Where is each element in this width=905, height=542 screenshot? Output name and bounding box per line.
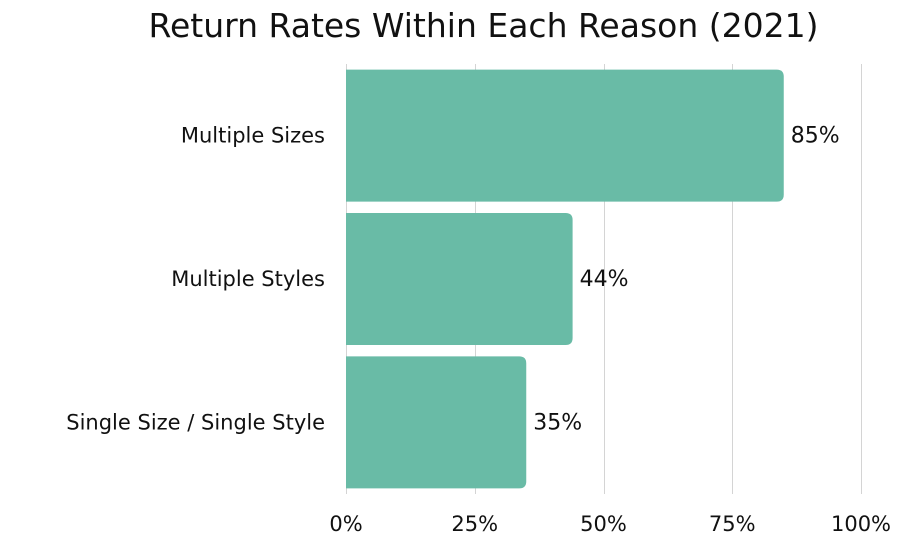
data-label: 85%: [791, 124, 840, 149]
labels: 0% 25% 50% 75% 100% Multiple Sizes 85% Multiple…: [66, 124, 891, 536]
x-tick-label: 100%: [831, 512, 891, 536]
bar: [346, 69, 784, 202]
x-tick-label: 25%: [451, 512, 498, 536]
category-label: Single Size / Single Style: [66, 410, 325, 434]
chart-title: Return Rates Within Each Reason (2021): [148, 6, 819, 45]
bar: [346, 213, 573, 345]
bar: [346, 356, 527, 489]
category-label: Multiple Sizes: [181, 124, 325, 148]
category-label: Multiple Styles: [171, 267, 325, 291]
data-label: 35%: [533, 410, 582, 435]
x-tick-label: 0%: [329, 512, 362, 536]
data-label: 44%: [580, 267, 629, 292]
bars: [346, 69, 784, 489]
x-tick-label: 75%: [709, 512, 756, 536]
x-tick-label: 50%: [580, 512, 627, 536]
